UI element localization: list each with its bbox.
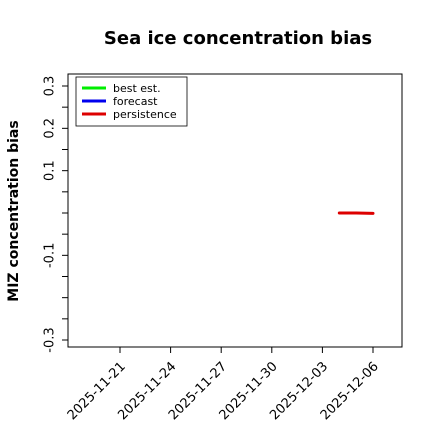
y-axis-ticks: 0.3 0.2 0.1 -0.1 -0.3 [43, 76, 68, 353]
legend-label: best est. [113, 82, 161, 95]
y-tick-label: 0.2 [43, 118, 58, 139]
y-axis-label: MIZ concentration bias [6, 120, 22, 301]
x-axis-ticks: 2025-11-212025-11-242025-11-272025-11-30… [65, 347, 382, 423]
y-tick-label: 0.3 [43, 76, 58, 97]
legend-label: forecast [113, 95, 158, 108]
y-tick-label: -0.1 [43, 243, 58, 268]
chart-title: Sea ice concentration bias [104, 28, 372, 49]
y-tick-label: 0.1 [43, 160, 58, 181]
legend-label: persistence [113, 108, 177, 121]
y-tick-label: -0.3 [43, 327, 58, 352]
